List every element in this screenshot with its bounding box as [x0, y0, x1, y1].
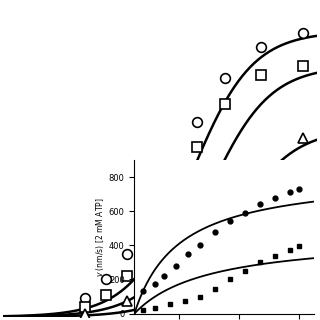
- Y-axis label: $v$ (nm/s) [2 mM ATP]: $v$ (nm/s) [2 mM ATP]: [94, 197, 106, 276]
